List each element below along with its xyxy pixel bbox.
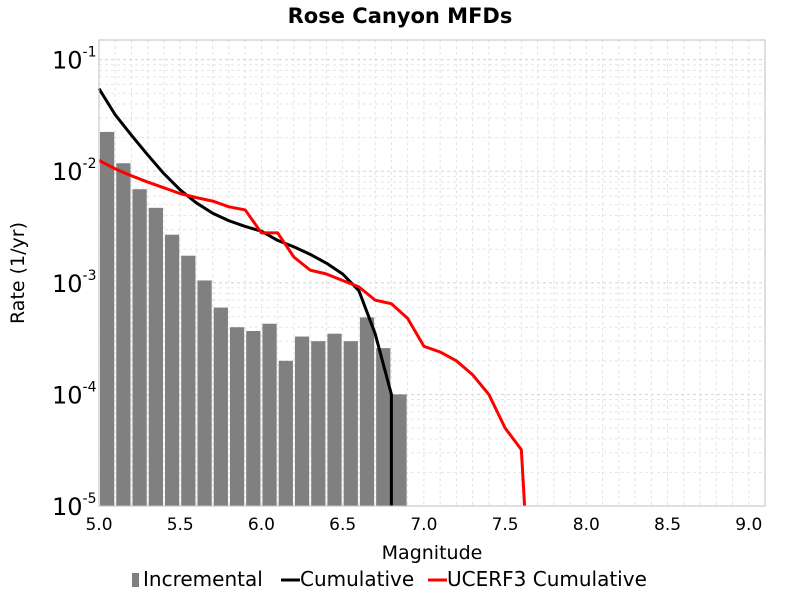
cumulative-lines [97, 87, 527, 507]
incremental-bar [246, 331, 261, 506]
incremental-bar [132, 189, 147, 506]
incremental-bar [392, 394, 407, 506]
incremental-bar [311, 341, 326, 506]
incremental-bar [116, 163, 131, 506]
cumulative-line [97, 87, 393, 506]
legend: Incremental Cumulative UCERF3 Cumulative [132, 567, 647, 591]
x-tick-label: 8.0 [573, 515, 600, 535]
x-axis-ticks: 5.0 5.5 6.0 6.5 7.0 7.5 8.0 8.5 9.0 [85, 515, 762, 535]
x-tick-label: 5.0 [85, 515, 112, 535]
incremental-bar [181, 255, 196, 506]
y-tick-label: 10-5 [52, 491, 97, 521]
x-tick-label: 6.5 [329, 515, 356, 535]
incremental-bar [213, 307, 228, 506]
legend-item: UCERF3 Cumulative [428, 567, 647, 591]
y-tick-label: 10-4 [52, 379, 97, 409]
legend-label: Cumulative [300, 567, 414, 591]
incremental-bar [294, 336, 310, 506]
x-tick-label: 9.0 [735, 515, 762, 535]
y-tick-label: 10-1 [52, 45, 97, 75]
incremental-bar [359, 317, 375, 506]
incremental-bar [327, 333, 342, 506]
x-tick-label: 7.0 [410, 515, 437, 535]
legend-swatch-bar [132, 573, 139, 587]
incremental-bar [197, 280, 212, 506]
incremental-bar [278, 360, 293, 506]
plot-border [98, 39, 766, 507]
y-axis-ticks: 10-1 10-2 10-3 10-4 10-5 [52, 45, 97, 521]
incremental-bar [148, 207, 163, 506]
x-tick-label: 8.5 [654, 515, 681, 535]
x-tick-label: 6.0 [248, 515, 275, 535]
incremental-bar [164, 234, 180, 507]
y-axis-label: Rate (1/yr) [7, 222, 29, 324]
incremental-bar [376, 348, 391, 506]
incremental-bar [100, 131, 115, 507]
x-tick-label: 5.5 [167, 515, 194, 535]
legend-label: Incremental [143, 567, 263, 591]
legend-label: UCERF3 Cumulative [447, 567, 647, 591]
incremental-bars [100, 131, 407, 507]
legend-item: Cumulative [281, 567, 414, 591]
incremental-bar [262, 323, 277, 506]
ucerf3-cumulative-line [98, 159, 527, 507]
y-tick-label: 10-2 [52, 156, 97, 186]
x-axis-label: Magnitude [382, 542, 483, 564]
x-tick-label: 7.5 [492, 515, 519, 535]
incremental-bar [229, 327, 245, 506]
plot-area [97, 39, 766, 507]
incremental-bar [343, 341, 358, 506]
y-tick-label: 10-3 [52, 268, 97, 298]
legend-item: Incremental [132, 567, 263, 591]
chart-title: Rose Canyon MFDs [288, 4, 513, 28]
